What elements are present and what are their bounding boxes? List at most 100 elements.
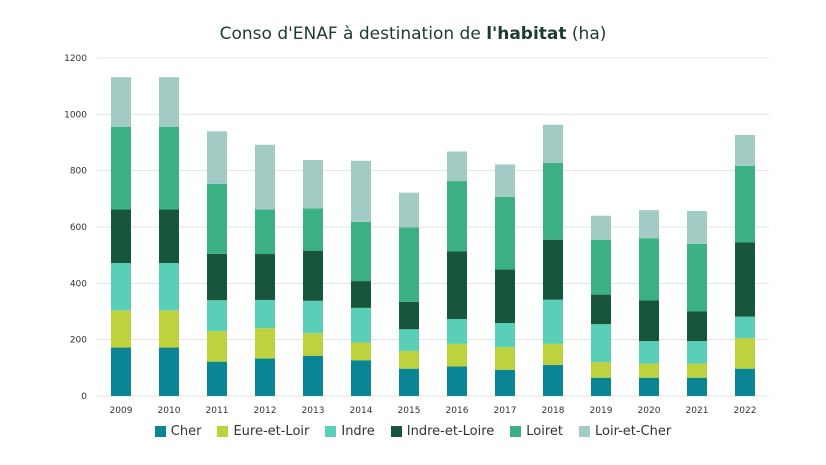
legend-item: Indre (325, 424, 375, 439)
x-tick-label: 2018 (542, 406, 565, 416)
bar-segment (495, 323, 515, 348)
bar-segment (495, 347, 515, 370)
bar-segment (639, 210, 659, 239)
x-tick-label: 2012 (254, 406, 277, 416)
y-tick-label: 600 (70, 223, 87, 233)
bar-segment (351, 221, 371, 282)
bar-segment (207, 331, 227, 362)
legend-swatch (578, 426, 590, 437)
bar-segment (735, 165, 755, 243)
bar-segment (495, 369, 515, 396)
bar-segment (255, 254, 275, 300)
bar-segment (687, 363, 707, 378)
chart-legend: Cher Eure-et-Loir Indre Indre-et-Loire Loire… (0, 424, 826, 439)
bar-segment (207, 361, 227, 396)
bar-segment (351, 342, 371, 361)
bar-segment (303, 250, 323, 301)
bar-segment (159, 127, 179, 210)
bar-segment (543, 124, 563, 163)
bar-segment (351, 307, 371, 343)
chart-title-post: (ha) (566, 24, 607, 44)
bar-segment (687, 210, 707, 244)
bar-segment (111, 77, 131, 128)
bar-segment (399, 301, 419, 330)
bar-segment (159, 347, 179, 396)
legend-label: Eure-et-Loir (233, 424, 310, 439)
bar-segment (399, 329, 419, 351)
x-tick-label: 2010 (158, 406, 181, 416)
bar-segment (207, 300, 227, 332)
bar-segment (687, 341, 707, 364)
bar-segment (735, 316, 755, 339)
bar-segment (495, 269, 515, 324)
y-tick-label: 1000 (64, 110, 87, 120)
bar-segment (399, 192, 419, 228)
legend-label: Indre-et-Loire (406, 424, 495, 439)
stacked-bar-chart: 0 200 400 600 800 1000 1200 2009 2010 2011 2012 201… (64, 54, 769, 416)
bar-segment (303, 355, 323, 396)
bar-segment (303, 159, 323, 209)
bar-segment (159, 77, 179, 128)
bar-segment (111, 127, 131, 210)
x-tick-label: 2016 (446, 406, 469, 416)
bar-segment (159, 263, 179, 311)
bar-segment (591, 215, 611, 240)
x-tick-label: 2015 (398, 406, 421, 416)
bar-segment (447, 251, 467, 320)
legend-item: Loiret (510, 424, 563, 439)
bar-segment (399, 350, 419, 369)
legend-item: Loir-et-Cher (578, 424, 672, 439)
legend-label: Loir-et-Cher (594, 424, 672, 439)
bar-segment (207, 253, 227, 301)
bar-segment (591, 377, 611, 396)
bar-segment (639, 300, 659, 342)
bar-segment (303, 300, 323, 334)
bar-segment (591, 239, 611, 295)
bar-segment (207, 131, 227, 184)
bar-segment (447, 343, 467, 367)
bar-segment (255, 328, 275, 359)
bar-segment (447, 181, 467, 252)
x-tick-label: 2013 (302, 406, 325, 416)
bar-segment (255, 299, 275, 329)
x-tick-label: 2022 (734, 406, 757, 416)
bar-segment (543, 239, 563, 300)
legend-swatch (154, 426, 166, 437)
legend-item: Indre-et-Loire (390, 424, 495, 439)
legend-label: Indre (341, 424, 375, 439)
bar-segment (207, 183, 227, 254)
bar-segment (543, 365, 563, 396)
legend-swatch (510, 426, 522, 437)
x-tick-label: 2021 (686, 406, 709, 416)
bar-segment (111, 263, 131, 311)
legend-swatch (390, 426, 402, 437)
bar-segment (639, 363, 659, 378)
legend-label: Cher (170, 424, 202, 439)
bar-segment (687, 377, 707, 396)
bar-segment (351, 281, 371, 308)
bar-segment (639, 341, 659, 364)
bar-segment (495, 196, 515, 270)
bar-segment (351, 360, 371, 396)
bar-segment (399, 368, 419, 396)
bar-segment (687, 311, 707, 342)
x-tick-label: 2020 (638, 406, 661, 416)
bar-segment (591, 324, 611, 363)
bar-segment (735, 242, 755, 317)
bar-segment (399, 227, 419, 302)
bar-segment (639, 377, 659, 396)
bar-segment (255, 209, 275, 255)
legend-item: Eure-et-Loir (217, 424, 309, 439)
x-tick-label: 2014 (350, 406, 373, 416)
x-tick-label: 2011 (206, 406, 229, 416)
chart-title-pre: Conso d'ENAF à destination de (219, 24, 487, 44)
bar-segment (591, 362, 611, 378)
bar-segment (735, 368, 755, 396)
y-tick-label: 0 (81, 392, 87, 402)
bar-segment (591, 294, 611, 325)
bar-segment (495, 164, 515, 197)
legend-swatch (325, 426, 337, 437)
bar-segment (447, 366, 467, 396)
x-tick-label: 2009 (110, 406, 133, 416)
bar-segment (111, 209, 131, 264)
